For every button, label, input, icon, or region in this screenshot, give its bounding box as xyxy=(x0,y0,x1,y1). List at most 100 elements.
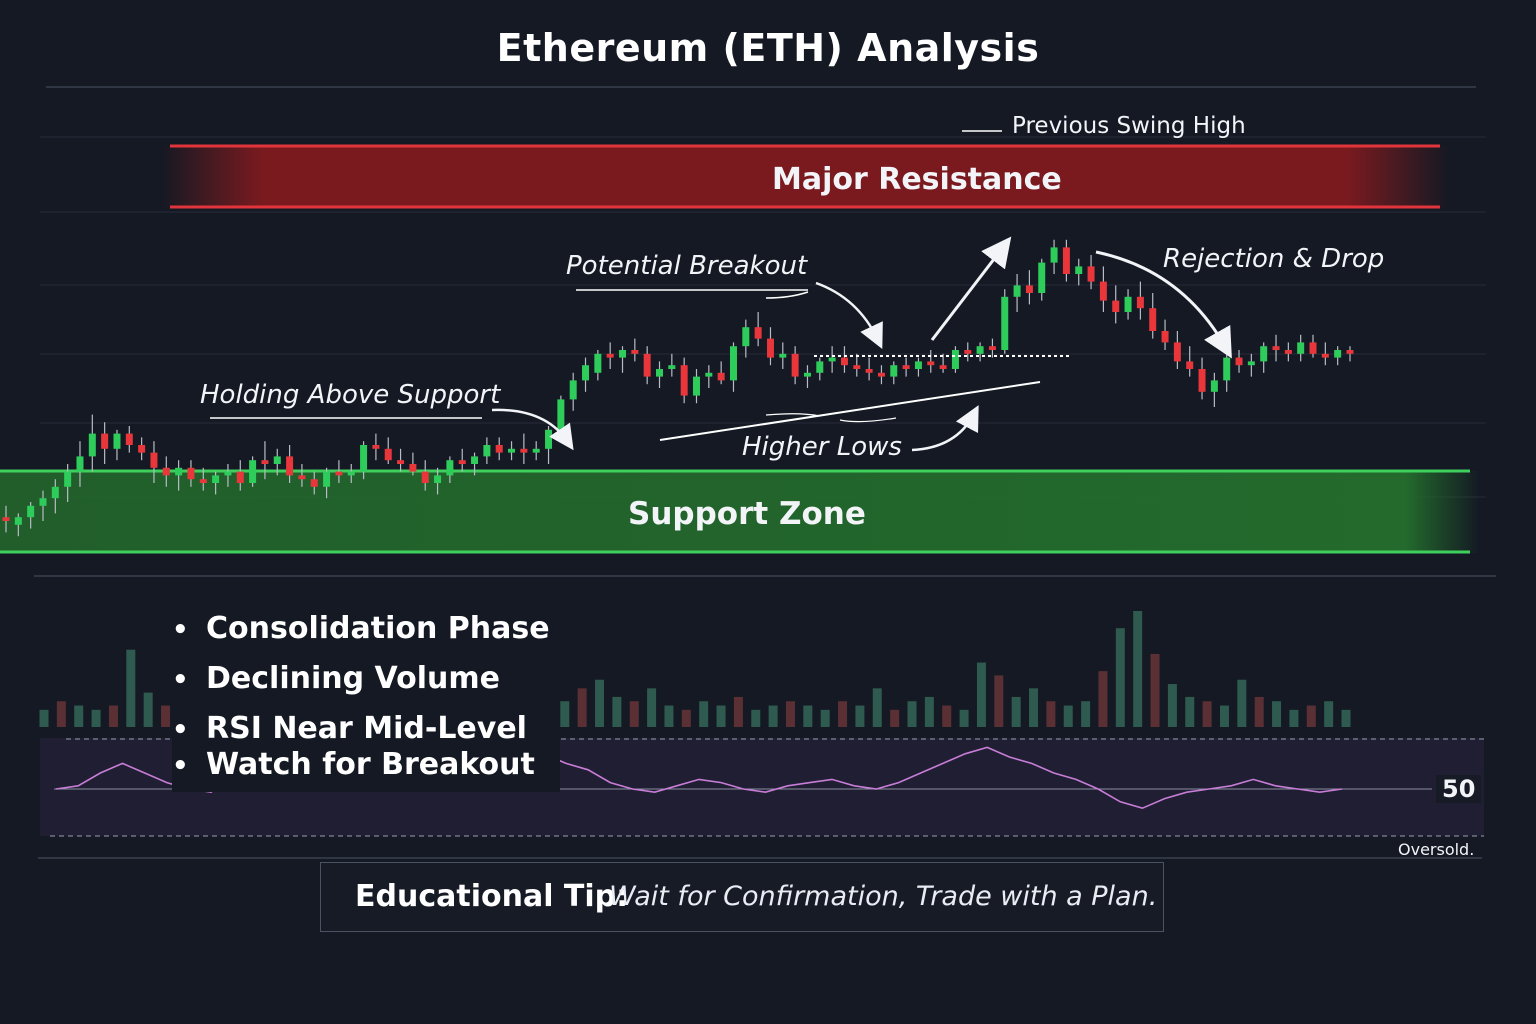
candle xyxy=(162,456,170,487)
candle-body xyxy=(409,464,417,472)
candle xyxy=(1346,346,1354,362)
candle-body xyxy=(150,452,158,468)
candle-body xyxy=(1038,262,1046,293)
candle xyxy=(520,433,528,464)
candle-body xyxy=(964,350,972,354)
candle-body xyxy=(1309,342,1317,354)
candle-body xyxy=(1149,308,1157,331)
candle xyxy=(853,353,861,377)
candle xyxy=(1309,334,1317,358)
candle-body xyxy=(1210,380,1218,392)
candle-body xyxy=(187,467,195,480)
candle xyxy=(902,357,910,377)
candle-body xyxy=(2,517,10,521)
bullet-dot-icon: • xyxy=(172,751,189,781)
candle-body xyxy=(742,327,750,347)
candle-body xyxy=(791,353,799,377)
candle xyxy=(1260,342,1268,373)
arrow-holding-support xyxy=(491,408,574,451)
candle-body xyxy=(1284,350,1292,354)
volume-bar xyxy=(1185,696,1195,727)
volume-bar xyxy=(1098,671,1108,727)
major-resistance-label: Major Resistance xyxy=(772,162,1062,197)
candle-body xyxy=(1346,350,1354,354)
key-point-item: • Declining Volume xyxy=(172,656,560,706)
candle xyxy=(14,513,22,537)
candle xyxy=(323,467,331,499)
candle-body xyxy=(1173,342,1181,362)
volume-bar xyxy=(161,705,171,727)
candle-body xyxy=(1272,346,1280,350)
volume-bar xyxy=(1341,709,1351,727)
candle xyxy=(347,464,355,483)
volume-bar xyxy=(976,662,986,727)
candle-body xyxy=(224,471,232,476)
candle-body xyxy=(508,448,516,453)
candle-body xyxy=(1161,331,1169,343)
candle xyxy=(532,441,540,461)
candle xyxy=(471,452,479,476)
candle xyxy=(927,350,935,373)
candle xyxy=(2,505,10,533)
breakout-underline-flourish xyxy=(765,291,809,299)
candle-body xyxy=(421,471,429,483)
candle xyxy=(138,437,146,461)
candle-body xyxy=(310,479,318,487)
candle-body xyxy=(14,517,22,525)
candle xyxy=(742,319,750,358)
candle-body xyxy=(323,471,331,487)
candle xyxy=(656,361,664,388)
volume-bar xyxy=(838,701,848,727)
candle xyxy=(1210,372,1218,407)
candle xyxy=(1334,346,1342,366)
candle-body xyxy=(1013,285,1021,297)
candle-body xyxy=(939,365,947,369)
candle-body xyxy=(692,376,700,396)
candle xyxy=(1272,334,1280,362)
candle xyxy=(483,437,491,464)
candle-body xyxy=(249,460,257,483)
candle-body xyxy=(1099,281,1107,301)
candle xyxy=(1161,319,1169,350)
candle-body xyxy=(754,327,762,339)
candle xyxy=(508,441,516,461)
candle-body xyxy=(643,353,651,377)
candle xyxy=(643,346,651,385)
candle xyxy=(39,490,47,521)
arrow-potential-breakout xyxy=(815,281,883,350)
candle-body xyxy=(902,365,910,369)
candle-body xyxy=(1198,369,1206,392)
candle-body xyxy=(1112,300,1120,312)
volume-bar xyxy=(751,709,761,727)
volume-bar xyxy=(994,675,1004,727)
candle-body xyxy=(1062,247,1070,274)
candle-body xyxy=(212,475,220,483)
candle-body xyxy=(1025,285,1033,293)
candle xyxy=(1087,255,1095,290)
candle xyxy=(594,350,602,381)
candle xyxy=(766,327,774,366)
volume-bar xyxy=(872,688,882,727)
volume-bar xyxy=(785,701,795,727)
arrow-rejection-drop xyxy=(1095,250,1232,359)
volume-bar xyxy=(595,679,605,727)
candle-body xyxy=(631,350,639,354)
candle xyxy=(360,441,368,480)
candle-body xyxy=(606,353,614,358)
volume-bar xyxy=(942,705,952,727)
volume-bar xyxy=(612,696,622,727)
volume-bar xyxy=(1081,701,1091,727)
candle-body xyxy=(520,448,528,453)
potential-breakout-label: Potential Breakout xyxy=(566,251,808,281)
bullet-dot-icon: • xyxy=(172,665,189,695)
candle xyxy=(113,429,121,461)
candle xyxy=(865,357,873,381)
candle xyxy=(1173,331,1181,369)
candle-body xyxy=(64,471,72,487)
volume-bar xyxy=(1150,653,1160,727)
candle-body xyxy=(27,505,35,518)
volume-bar xyxy=(890,709,900,727)
volume-bar xyxy=(664,705,674,727)
candle xyxy=(384,437,392,464)
candle xyxy=(803,365,811,388)
